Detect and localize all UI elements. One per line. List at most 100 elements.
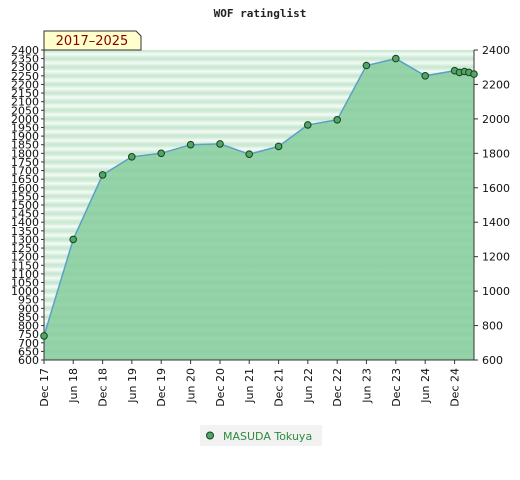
y-left-tick-label: 1950 bbox=[11, 122, 39, 135]
y-left-tick-label: 2050 bbox=[11, 104, 39, 117]
x-tick-label: Dec 20 bbox=[214, 368, 227, 407]
y-right-tick-label: 1200 bbox=[482, 251, 510, 264]
series-markers bbox=[40, 54, 478, 340]
y-left-tick-label: 1700 bbox=[11, 165, 39, 178]
x-tick-label: Jun 20 bbox=[185, 368, 198, 404]
y-left-tick-label: 1600 bbox=[11, 182, 39, 195]
y-left-tick-label: 1650 bbox=[11, 173, 39, 186]
y-left-tick-label: 600 bbox=[18, 354, 39, 367]
y-left-tick-label: 900 bbox=[18, 302, 39, 315]
data-point[interactable] bbox=[128, 153, 136, 161]
y-left-tick-label: 1000 bbox=[11, 285, 39, 298]
data-point[interactable] bbox=[69, 235, 77, 244]
data-point[interactable] bbox=[186, 140, 195, 149]
data-point[interactable] bbox=[392, 54, 400, 63]
y-left-tick-label: 1900 bbox=[11, 130, 39, 143]
y-left-tick-label: 2300 bbox=[11, 61, 39, 74]
grid-band bbox=[44, 75, 474, 85]
data-point[interactable] bbox=[333, 116, 342, 124]
x-tick-label: Dec 22 bbox=[331, 368, 344, 407]
grid-band bbox=[44, 110, 474, 119]
x-tick-label: Dec 18 bbox=[97, 368, 110, 407]
y-left-tick-label: 1150 bbox=[11, 259, 39, 272]
legend-marker bbox=[206, 431, 214, 440]
x-tick-label: Dec 17 bbox=[38, 368, 51, 407]
data-point[interactable] bbox=[216, 140, 224, 148]
y-right-tick-label: 2400 bbox=[482, 44, 510, 57]
y-left-tick-label: 2350 bbox=[11, 53, 39, 66]
y-right-tick-label: 1400 bbox=[482, 216, 510, 229]
y-left-tick-label: 1350 bbox=[11, 225, 39, 238]
y-axis-left: 6006507007508008509009501000105011001150… bbox=[11, 44, 44, 367]
y-left-tick-label: 1300 bbox=[11, 233, 39, 246]
y-left-tick-label: 2150 bbox=[11, 87, 39, 100]
grid-band bbox=[44, 67, 474, 76]
x-tick-label: Jun 21 bbox=[243, 368, 256, 404]
area-fill bbox=[44, 58, 474, 360]
data-point[interactable] bbox=[245, 150, 253, 158]
grid-band bbox=[44, 127, 474, 137]
x-tick-label: Dec 19 bbox=[155, 368, 168, 407]
y-right-tick-label: 600 bbox=[482, 354, 503, 367]
y-left-tick-label: 2000 bbox=[11, 113, 39, 126]
y-left-tick-label: 700 bbox=[18, 337, 39, 350]
chart-title: WOF ratinglist bbox=[214, 7, 307, 20]
legend-box bbox=[200, 425, 322, 446]
y-left-tick-label: 650 bbox=[18, 345, 39, 358]
data-point[interactable] bbox=[98, 171, 107, 179]
data-point[interactable] bbox=[40, 332, 48, 340]
x-axis: Dec 17 Jun 18 Dec 18 Jun 19 Dec 19 Jun 20 Dec … bbox=[38, 360, 462, 407]
y-left-tick-label: 2200 bbox=[11, 78, 39, 91]
x-tick-label: Dec 23 bbox=[390, 368, 403, 407]
y-left-tick-label: 2400 bbox=[11, 44, 39, 57]
y-right-tick-label: 2200 bbox=[482, 78, 510, 91]
data-point[interactable] bbox=[470, 70, 478, 78]
grid-band bbox=[44, 50, 474, 59]
y-left-tick-label: 1250 bbox=[11, 242, 39, 255]
y-left-tick-label: 1500 bbox=[11, 199, 39, 212]
x-tick-label: Jun 22 bbox=[302, 368, 315, 404]
data-point[interactable] bbox=[274, 142, 283, 151]
period-badge-box bbox=[43, 30, 142, 51]
legend: MASUDA Tokuya bbox=[200, 425, 322, 446]
data-point[interactable] bbox=[157, 149, 165, 158]
y-right-tick-label: 1600 bbox=[482, 182, 510, 195]
grid-band bbox=[44, 93, 474, 102]
y-left-tick-label: 850 bbox=[18, 311, 39, 324]
y-left-tick-label: 1750 bbox=[11, 156, 39, 169]
legend-series-name: MASUDA Tokuya bbox=[223, 430, 312, 443]
x-tick-label: Dec 21 bbox=[273, 368, 286, 407]
grid-band bbox=[44, 144, 474, 154]
y-axis-right: 600 800 1000 1200 1400 1600 1800 2000 2200 2400 bbox=[474, 44, 510, 367]
y-left-tick-label: 950 bbox=[18, 294, 39, 307]
y-left-tick-label: 2250 bbox=[11, 70, 39, 83]
data-point[interactable] bbox=[304, 121, 312, 129]
y-left-tick-label: 750 bbox=[18, 328, 39, 341]
y-left-tick-label: 2100 bbox=[11, 96, 39, 109]
x-tick-label: Jun 19 bbox=[126, 368, 139, 404]
grid-band bbox=[44, 84, 474, 94]
y-left-tick-label: 1200 bbox=[11, 251, 39, 264]
y-right-tick-label: 800 bbox=[482, 320, 503, 333]
y-left-tick-label: 1100 bbox=[11, 268, 39, 281]
y-left-tick-label: 1450 bbox=[11, 208, 39, 221]
data-point[interactable] bbox=[421, 72, 430, 80]
x-tick-label: Jun 24 bbox=[419, 368, 432, 404]
y-left-tick-label: 1050 bbox=[11, 277, 39, 290]
y-right-tick-label: 2000 bbox=[482, 113, 510, 126]
y-left-tick-label: 1400 bbox=[11, 216, 39, 229]
y-left-tick-label: 1800 bbox=[11, 147, 39, 160]
x-tick-label: Jun 23 bbox=[360, 368, 373, 404]
data-point[interactable] bbox=[362, 61, 371, 70]
grid-band bbox=[44, 136, 474, 145]
y-left-tick-label: 800 bbox=[18, 320, 39, 333]
grid-band bbox=[44, 118, 474, 128]
y-right-tick-label: 1000 bbox=[482, 285, 510, 298]
y-left-tick-label: 1850 bbox=[11, 139, 39, 152]
x-tick-label: Dec 24 bbox=[449, 368, 462, 407]
grid-band bbox=[44, 58, 474, 68]
period-badge-text: 2017–2025 bbox=[56, 34, 129, 49]
y-left-tick-label: 1550 bbox=[11, 190, 39, 203]
x-tick-label: Jun 18 bbox=[67, 368, 80, 404]
